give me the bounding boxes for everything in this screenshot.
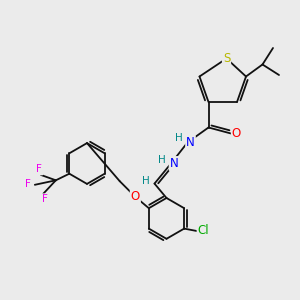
Text: O: O [131,190,140,203]
Text: H: H [142,176,150,186]
Text: F: F [42,194,48,204]
Text: H: H [175,133,182,143]
Text: F: F [25,179,31,189]
Text: Cl: Cl [198,224,209,238]
Text: S: S [223,52,230,65]
Text: H: H [158,155,166,165]
Text: N: N [169,157,178,170]
Text: O: O [232,127,241,140]
Text: F: F [36,164,42,175]
Text: N: N [186,136,195,149]
